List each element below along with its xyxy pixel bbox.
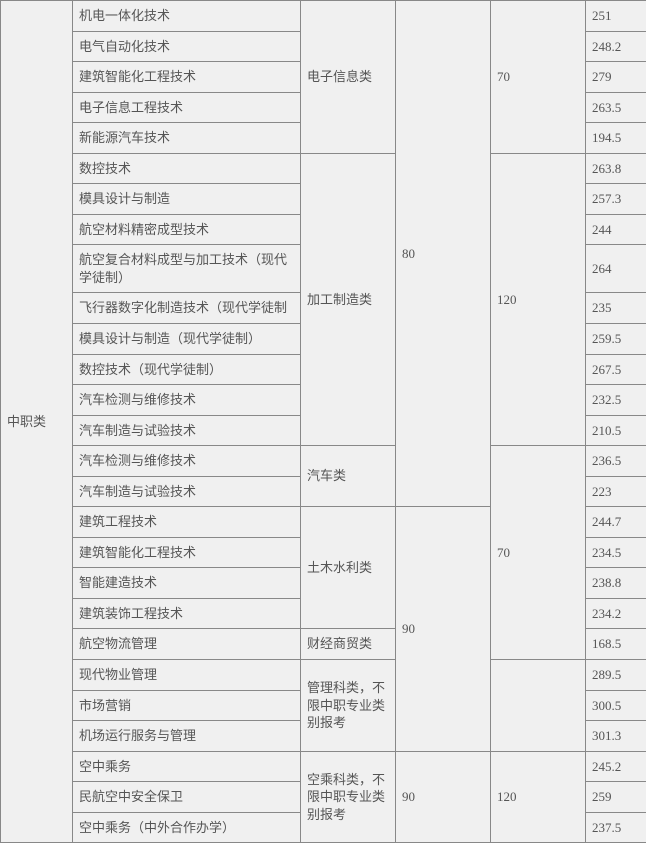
cell-col3: 80 [396,1,491,507]
cell-col0: 中职类 [1,1,73,843]
cell-col3: 90 [396,751,491,843]
table-row: 数控技术 加工制造类 120 263.8 [1,153,646,184]
cell-major: 空中乘务 [73,751,301,782]
cell-col4: 70 [491,1,586,154]
cell-major: 民航空中安全保卫 [73,782,301,813]
cell-col4: 120 [491,153,586,445]
table-row: 空中乘务 空乘科类，不限中职专业类别报考 90 120 245.2 [1,751,646,782]
cell-score: 235 [586,293,646,324]
cell-category: 财经商贸类 [301,629,396,660]
cell-col4: 120 [491,751,586,843]
cell-major: 模具设计与制造（现代学徒制） [73,324,301,355]
cell-col4 [491,660,586,752]
cell-major: 汽车检测与维修技术 [73,385,301,416]
cell-score: 263.8 [586,153,646,184]
cell-major: 汽车制造与试验技术 [73,415,301,446]
cell-category: 管理科类，不限中职专业类别报考 [301,660,396,752]
cell-major: 建筑智能化工程技术 [73,62,301,93]
admissions-table: 中职类 机电一体化技术 电子信息类 80 70 251 电气自动化技术 248.… [0,0,646,843]
cell-major: 航空物流管理 [73,629,301,660]
cell-score: 257.3 [586,184,646,215]
cell-major: 机电一体化技术 [73,1,301,32]
cell-major: 建筑装饰工程技术 [73,598,301,629]
cell-score: 232.5 [586,385,646,416]
table: 中职类 机电一体化技术 电子信息类 80 70 251 电气自动化技术 248.… [0,0,646,843]
cell-score: 237.5 [586,812,646,843]
table-row: 汽车检测与维修技术 汽车类 70 236.5 [1,446,646,477]
cell-score: 223 [586,476,646,507]
cell-score: 300.5 [586,690,646,721]
cell-major: 空中乘务（中外合作办学） [73,812,301,843]
table-row: 中职类 机电一体化技术 电子信息类 80 70 251 [1,1,646,32]
cell-major: 电气自动化技术 [73,31,301,62]
cell-major: 数控技术 [73,153,301,184]
table-row: 现代物业管理 管理科类，不限中职专业类别报考 289.5 [1,660,646,691]
cell-major: 汽车制造与试验技术 [73,476,301,507]
cell-score: 168.5 [586,629,646,660]
cell-score: 234.5 [586,537,646,568]
cell-score: 244.7 [586,507,646,538]
cell-category: 土木水利类 [301,507,396,629]
cell-score: 264 [586,245,646,293]
cell-score: 289.5 [586,660,646,691]
cell-category: 汽车类 [301,446,396,507]
cell-score: 301.3 [586,721,646,752]
cell-score: 236.5 [586,446,646,477]
cell-major: 汽车检测与维修技术 [73,446,301,477]
cell-major: 电子信息工程技术 [73,92,301,123]
cell-score: 194.5 [586,123,646,154]
cell-score: 244 [586,214,646,245]
cell-category: 加工制造类 [301,153,396,445]
cell-score: 234.2 [586,598,646,629]
cell-score: 279 [586,62,646,93]
cell-col3: 90 [396,507,491,751]
cell-score: 267.5 [586,354,646,385]
cell-major: 机场运行服务与管理 [73,721,301,752]
cell-major: 航空材料精密成型技术 [73,214,301,245]
cell-score: 263.5 [586,92,646,123]
cell-score: 210.5 [586,415,646,446]
cell-major: 模具设计与制造 [73,184,301,215]
cell-score: 238.8 [586,568,646,599]
cell-score: 259 [586,782,646,813]
cell-score: 259.5 [586,324,646,355]
cell-major: 智能建造技术 [73,568,301,599]
cell-score: 248.2 [586,31,646,62]
cell-category: 空乘科类，不限中职专业类别报考 [301,751,396,843]
cell-major: 市场营销 [73,690,301,721]
cell-score: 245.2 [586,751,646,782]
cell-major: 数控技术（现代学徒制） [73,354,301,385]
cell-major: 建筑智能化工程技术 [73,537,301,568]
cell-major: 建筑工程技术 [73,507,301,538]
cell-major: 新能源汽车技术 [73,123,301,154]
cell-category: 电子信息类 [301,1,396,154]
cell-major: 飞行器数字化制造技术（现代学徒制 [73,293,301,324]
cell-score: 251 [586,1,646,32]
cell-major: 现代物业管理 [73,660,301,691]
cell-major: 航空复合材料成型与加工技术（现代学徒制） [73,245,301,293]
cell-col4: 70 [491,446,586,660]
